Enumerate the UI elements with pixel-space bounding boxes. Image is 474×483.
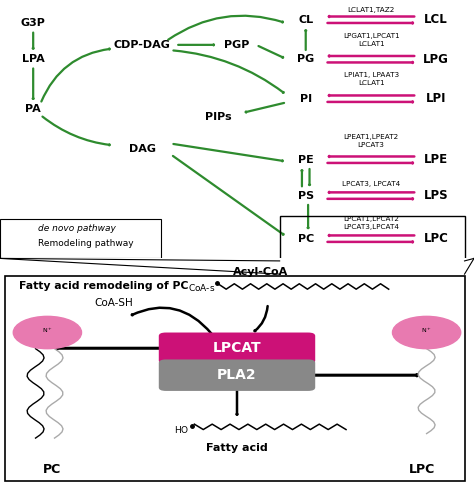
Text: Fatty acid: Fatty acid xyxy=(206,443,268,453)
Text: PI: PI xyxy=(300,94,312,104)
FancyBboxPatch shape xyxy=(5,276,465,481)
Text: PC: PC xyxy=(298,234,314,243)
Text: Remodeling pathway: Remodeling pathway xyxy=(38,239,134,248)
Text: LPS: LPS xyxy=(424,189,448,202)
Text: LCL: LCL xyxy=(424,13,448,26)
FancyBboxPatch shape xyxy=(159,359,315,391)
Text: LPCAT1,LPCAT2
LPCAT3,LPCAT4: LPCAT1,LPCAT2 LPCAT3,LPCAT4 xyxy=(343,215,399,229)
Text: LPG: LPG xyxy=(423,53,449,66)
Text: PIPs: PIPs xyxy=(205,112,231,122)
Text: DAG: DAG xyxy=(129,144,155,154)
Text: LPCAT: LPCAT xyxy=(213,341,261,355)
Text: PG: PG xyxy=(297,54,314,64)
Text: LPGAT1,LPCAT1
LCLAT1: LPGAT1,LPCAT1 LCLAT1 xyxy=(343,33,400,47)
Text: LPC: LPC xyxy=(409,463,435,476)
FancyBboxPatch shape xyxy=(0,219,161,258)
Text: LPEAT1,LPEAT2
LPCAT3: LPEAT1,LPEAT2 LPCAT3 xyxy=(344,134,399,148)
Text: PA: PA xyxy=(25,104,41,114)
Text: CDP-DAG: CDP-DAG xyxy=(114,40,171,50)
Circle shape xyxy=(13,316,82,349)
Text: G3P: G3P xyxy=(21,18,46,28)
Text: PC: PC xyxy=(43,463,61,476)
Text: CL: CL xyxy=(298,15,313,25)
Circle shape xyxy=(392,316,461,349)
Text: PE: PE xyxy=(298,155,314,165)
Text: LPE: LPE xyxy=(424,153,448,166)
Text: de novo pathway: de novo pathway xyxy=(38,225,116,233)
Text: LCLAT1,TAZ2: LCLAT1,TAZ2 xyxy=(347,7,395,13)
Text: $\rm{HO}$: $\rm{HO}$ xyxy=(174,424,190,435)
Text: PS: PS xyxy=(298,191,314,200)
Text: PLA2: PLA2 xyxy=(217,368,257,382)
Text: Acyl-CoA: Acyl-CoA xyxy=(233,267,288,277)
Text: LPA: LPA xyxy=(22,54,45,64)
Text: LPIAT1, LPAAT3
LCLAT1: LPIAT1, LPAAT3 LCLAT1 xyxy=(344,72,399,86)
Text: CoA-SH: CoA-SH xyxy=(94,298,133,308)
Text: Fatty acid remodeling of PC: Fatty acid remodeling of PC xyxy=(19,281,189,291)
Text: PGP: PGP xyxy=(224,40,250,50)
Text: CoA-$\rm{s}$: CoA-$\rm{s}$ xyxy=(188,282,216,293)
Text: $\rm{N^+}$: $\rm{N^+}$ xyxy=(421,326,432,335)
FancyBboxPatch shape xyxy=(159,332,315,364)
Text: $\rm{N^+}$: $\rm{N^+}$ xyxy=(42,326,53,335)
Text: LPCAT3, LPCAT4: LPCAT3, LPCAT4 xyxy=(342,182,400,187)
Text: LPC: LPC xyxy=(424,232,448,245)
Text: LPI: LPI xyxy=(426,92,447,105)
